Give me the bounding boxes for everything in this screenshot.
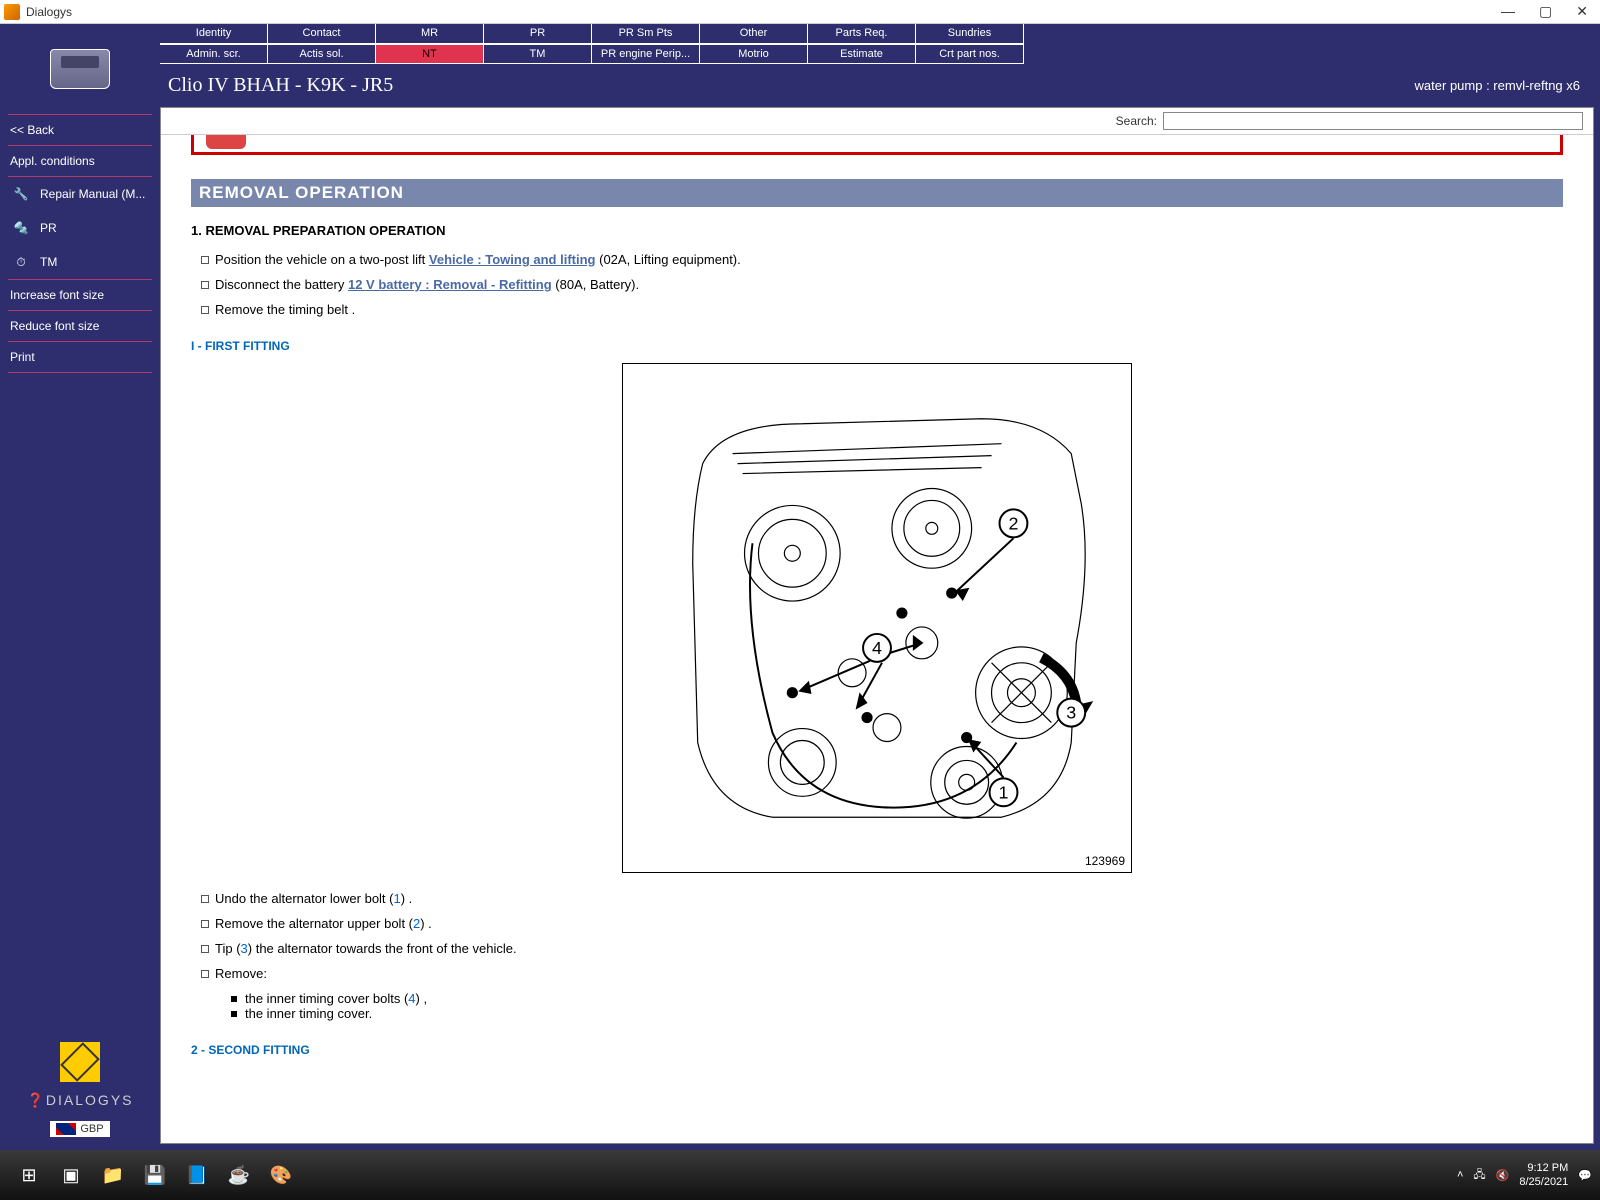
dialogys-logo: ❓DIALOGYS (12, 1092, 148, 1109)
back-link[interactable]: << Back (0, 115, 160, 145)
increase-font-button[interactable]: Increase font size (0, 280, 160, 310)
sidebar-item-label: TM (40, 255, 57, 269)
maximize-button[interactable]: ▢ (1539, 3, 1552, 20)
file-explorer-icon[interactable]: 📁 (92, 1155, 134, 1195)
tabs-row-1: IdentityContactMRPRPR Sm PtsOtherParts R… (30, 24, 1600, 44)
tab-actis-sol-[interactable]: Actis sol. (268, 44, 376, 64)
header-strip: Clio IV BHAH - K9K - JR5 water pump : re… (160, 64, 1600, 107)
sidebar-item-tm[interactable]: ⏱ TM (0, 245, 160, 279)
tab-pr-engine-perip-[interactable]: PR engine Perip... (592, 44, 700, 64)
titlebar: Dialogys — ▢ ✕ (0, 0, 1600, 24)
sidebar-item-repair-manual[interactable]: 🔧 Repair Manual (M... (0, 177, 160, 211)
figure: 1 2 3 4 123969 (622, 363, 1132, 873)
network-icon[interactable]: 🖧 (1473, 1166, 1485, 1185)
tab-pr-sm-pts[interactable]: PR Sm Pts (592, 24, 700, 44)
tab-crt-part-nos-[interactable]: Crt part nos. (916, 44, 1024, 64)
svg-text:3: 3 (1066, 703, 1076, 723)
gauge-icon: ⏱ (10, 251, 32, 273)
tab-tm[interactable]: TM (484, 44, 592, 64)
sidebar-item-label: Repair Manual (M... (40, 187, 145, 201)
tab-other[interactable]: Other (700, 24, 808, 44)
minimize-button[interactable]: — (1501, 3, 1515, 20)
context-label: water pump : remvl-reftng x6 (1415, 78, 1580, 93)
doc-line: Tip (3) the alternator towards the front… (191, 941, 1563, 956)
tab-mr[interactable]: MR (376, 24, 484, 44)
sidebar-item-pr[interactable]: 🔩 PR (0, 211, 160, 245)
tab-admin-scr-[interactable]: Admin. scr. (160, 44, 268, 64)
sub-bullet: the inner timing cover bolts (4) , (231, 991, 1563, 1006)
notifications-icon[interactable]: 💬 (1578, 1169, 1592, 1182)
fitting-heading: I - FIRST FITTING (191, 339, 1563, 353)
app-icon[interactable]: 💾 (134, 1155, 176, 1195)
tab-estimate[interactable]: Estimate (808, 44, 916, 64)
renault-logo (60, 1042, 100, 1082)
tab-sundries[interactable]: Sundries (916, 24, 1024, 44)
sidebar-item-appl-conditions[interactable]: Appl. conditions (0, 146, 160, 176)
svg-text:1: 1 (999, 782, 1009, 802)
tab-motrio[interactable]: Motrio (700, 44, 808, 64)
doc-line: Disconnect the battery 12 V battery : Re… (191, 277, 1563, 292)
search-input[interactable] (1163, 112, 1583, 130)
currency-selector[interactable]: GBP (50, 1121, 109, 1137)
section-title: REMOVAL OPERATION (191, 179, 1563, 207)
link-towing[interactable]: Vehicle : Towing and lifting (429, 252, 596, 267)
print-button[interactable]: Print (0, 342, 160, 372)
figure-number: 123969 (1085, 854, 1125, 868)
spanner-icon: 🔩 (10, 217, 32, 239)
task-view-button[interactable]: ▣ (50, 1155, 92, 1195)
doc-line: Remove: (191, 966, 1563, 981)
reduce-font-button[interactable]: Reduce font size (0, 311, 160, 341)
tab-pr[interactable]: PR (484, 24, 592, 44)
link-battery[interactable]: 12 V battery : Removal - Refitting (348, 277, 552, 292)
start-button[interactable]: ⊞ (8, 1155, 50, 1195)
doc-line: Position the vehicle on a two-post lift … (191, 252, 1563, 267)
close-button[interactable]: ✕ (1576, 3, 1588, 20)
tab-identity[interactable]: Identity (160, 24, 268, 44)
vehicle-title: Clio IV BHAH - K9K - JR5 (168, 74, 393, 97)
tray-up-icon[interactable]: ˄ (1457, 1169, 1463, 1181)
volume-icon[interactable]: 🔇 (1496, 1169, 1510, 1182)
sub-bullet: the inner timing cover. (231, 1006, 1563, 1021)
doc-line: Remove the timing belt . (191, 302, 1563, 317)
tabs-row-2: Admin. scr.Actis sol.NTTMPR engine Perip… (30, 44, 1600, 64)
svg-text:2: 2 (1008, 513, 1018, 533)
doc-line: Undo the alternator lower bolt (1) . (191, 891, 1563, 906)
app-icon[interactable]: 📘 (176, 1155, 218, 1195)
svg-text:4: 4 (872, 638, 882, 658)
sidebar: << Back Appl. conditions 🔧 Repair Manual… (0, 24, 160, 1150)
tab-parts-req-[interactable]: Parts Req. (808, 24, 916, 44)
app-icon[interactable]: ☕ (218, 1155, 260, 1195)
window-title: Dialogys (26, 5, 72, 19)
search-row: Search: (161, 108, 1593, 135)
uk-flag-icon (56, 1123, 76, 1135)
wrench-icon: 🔧 (10, 183, 32, 205)
tab-nt[interactable]: NT (376, 44, 484, 64)
doc-line: Remove the alternator upper bolt (2) . (191, 916, 1563, 931)
sidebar-item-label: PR (40, 221, 57, 235)
taskbar: ⊞ ▣ 📁 💾 📘 ☕ 🎨 ˄ 🖧 🔇 9:12 PM 8/25/2021 💬 (0, 1150, 1600, 1200)
tab-contact[interactable]: Contact (268, 24, 376, 44)
engine-diagram: 1 2 3 4 (623, 364, 1131, 872)
subheading: 1. REMOVAL PREPARATION OPERATION (191, 223, 1563, 238)
document-pane[interactable]: REMOVAL OPERATION 1. REMOVAL PREPARATION… (161, 135, 1593, 1143)
app-icon (4, 4, 20, 20)
search-label: Search: (1116, 114, 1157, 128)
clock[interactable]: 9:12 PM 8/25/2021 (1519, 1161, 1568, 1190)
warning-strip (191, 135, 1563, 155)
fitting-heading: 2 - SECOND FITTING (191, 1043, 1563, 1057)
app-icon[interactable]: 🎨 (260, 1155, 302, 1195)
